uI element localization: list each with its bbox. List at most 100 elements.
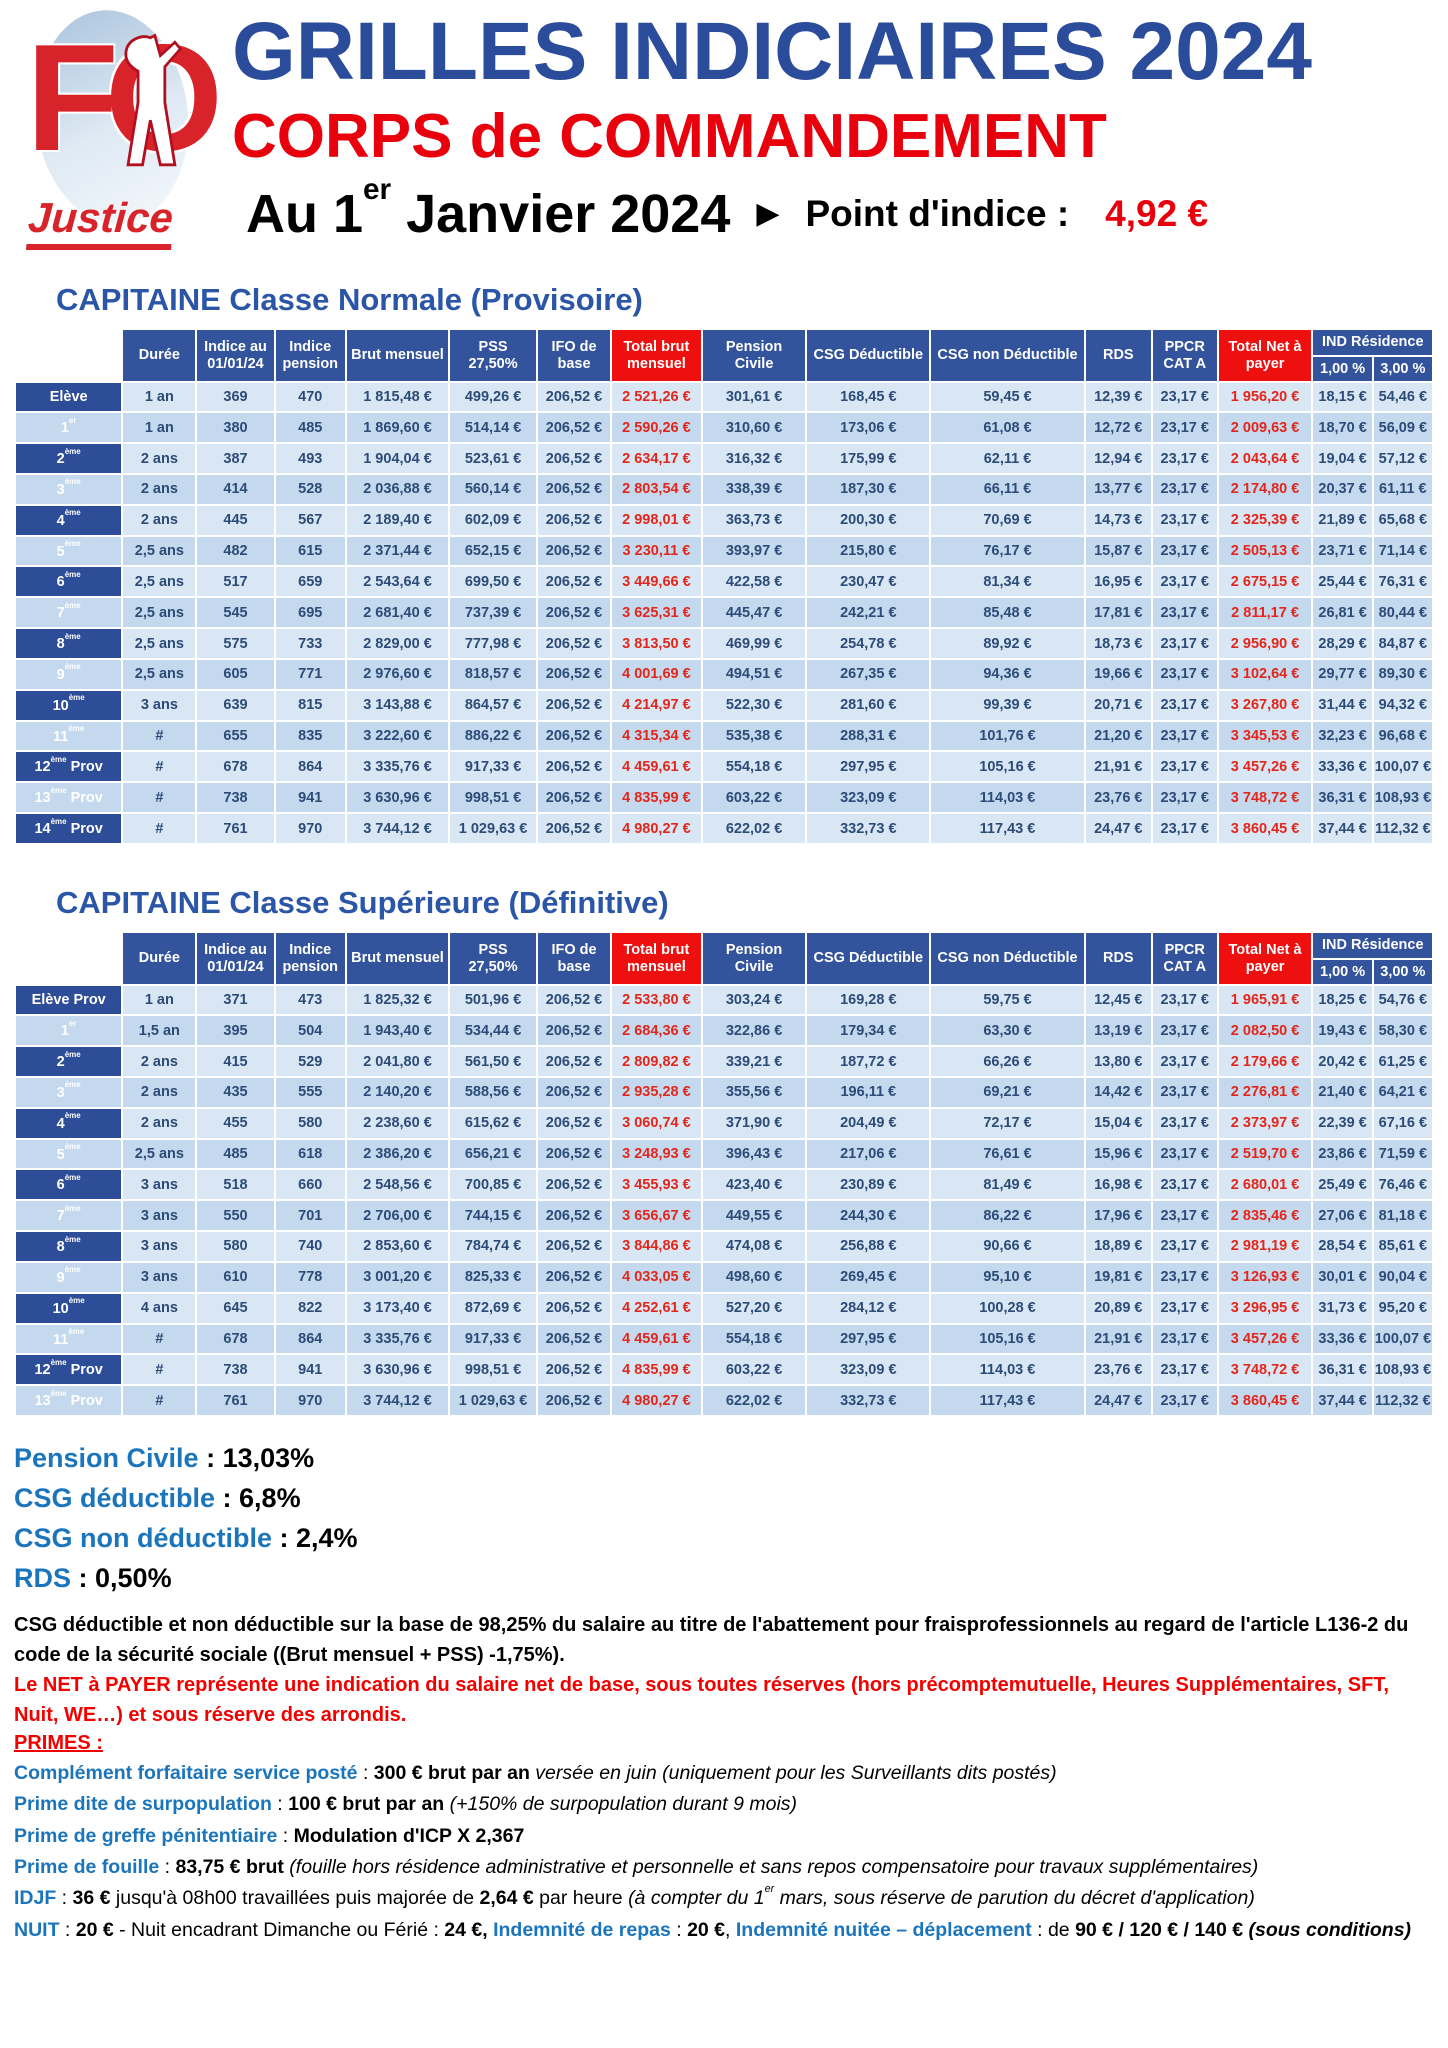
value-cell: 56,09 € bbox=[1373, 413, 1432, 443]
value-cell: 76,46 € bbox=[1373, 1170, 1432, 1200]
value-cell: 2,5 ans bbox=[123, 567, 196, 597]
value-cell: 3 844,86 € bbox=[612, 1232, 701, 1261]
salary-table-classe-superieure: Durée Indice au 01/01/24 Indice pension … bbox=[14, 931, 1434, 1417]
col-header-brut-mensuel: Brut mensuel bbox=[346, 330, 449, 382]
value-cell: 23,17 € bbox=[1152, 1232, 1217, 1261]
value-cell: 3 ans bbox=[123, 1262, 196, 1292]
value-cell: 66,11 € bbox=[931, 475, 1084, 504]
value-cell: 20,89 € bbox=[1085, 1293, 1151, 1323]
value-cell: 369 bbox=[197, 383, 274, 412]
value-cell: 23,17 € bbox=[1152, 690, 1217, 720]
value-cell: 23,17 € bbox=[1152, 1324, 1217, 1354]
value-cell: 395 bbox=[197, 1016, 274, 1046]
value-cell: 23,17 € bbox=[1152, 567, 1217, 597]
value-cell: 4 001,69 € bbox=[612, 659, 701, 689]
value-cell: 14,73 € bbox=[1085, 505, 1151, 535]
value-cell: 23,17 € bbox=[1152, 536, 1217, 566]
col-header-ind-residence: IND Résidence bbox=[1313, 932, 1432, 958]
value-cell: 1 904,04 € bbox=[346, 444, 449, 473]
value-cell: 2,5 ans bbox=[123, 598, 196, 628]
value-cell: 4 459,61 € bbox=[612, 752, 701, 782]
value-cell: 1 815,48 € bbox=[346, 383, 449, 412]
value-cell: 297,95 € bbox=[807, 752, 930, 782]
value-cell: 485 bbox=[275, 413, 345, 443]
col-header-indice-pension: Indice pension bbox=[275, 932, 345, 985]
value-cell: # bbox=[123, 1355, 196, 1385]
value-cell: 545 bbox=[197, 598, 274, 628]
value-cell: 206,52 € bbox=[538, 598, 611, 628]
value-cell: 522,30 € bbox=[702, 690, 806, 720]
value-cell: 284,12 € bbox=[807, 1293, 930, 1323]
value-cell: 2 009,63 € bbox=[1218, 413, 1312, 443]
person-silhouette-icon bbox=[124, 33, 183, 167]
value-cell: 998,51 € bbox=[450, 1355, 536, 1385]
value-cell: 204,49 € bbox=[807, 1108, 930, 1138]
page-title: GRILLES INDICIAIRES 2024 bbox=[232, 6, 1312, 97]
value-cell: 30,01 € bbox=[1313, 1262, 1372, 1292]
value-cell: 12,94 € bbox=[1085, 444, 1151, 473]
value-cell: 267,35 € bbox=[807, 659, 930, 689]
value-cell: 206,52 € bbox=[538, 986, 611, 1015]
value-cell: 445 bbox=[197, 505, 274, 535]
value-cell: 3 345,53 € bbox=[1218, 721, 1312, 751]
value-cell: 59,45 € bbox=[931, 383, 1084, 412]
value-cell: 835 bbox=[275, 721, 345, 751]
table-row: 4ème 2 ans 445 567 2 189,40 €602,09 €206,52 … bbox=[16, 505, 1432, 535]
value-cell: 886,22 € bbox=[450, 721, 536, 751]
value-cell: 2,5 ans bbox=[123, 536, 196, 566]
value-cell: 575 bbox=[197, 629, 274, 658]
value-cell: 580 bbox=[197, 1232, 274, 1261]
value-cell: 474,08 € bbox=[702, 1232, 806, 1261]
value-cell: 33,36 € bbox=[1313, 752, 1372, 782]
value-cell: 2 ans bbox=[123, 1077, 196, 1107]
echelon-cell: Elève bbox=[16, 383, 122, 412]
value-cell: 535,38 € bbox=[702, 721, 806, 751]
value-cell: 66,26 € bbox=[931, 1047, 1084, 1076]
value-cell: 114,03 € bbox=[931, 783, 1084, 813]
value-cell: 396,43 € bbox=[702, 1139, 806, 1169]
table-row: 12ème Prov #678 864 3 335,76 €917,33 €206,5… bbox=[16, 752, 1432, 782]
value-cell: 85,61 € bbox=[1373, 1232, 1432, 1261]
col-header-rds: RDS bbox=[1085, 330, 1151, 382]
table-row: 5ème 2,5 ans 482 615 2 371,44 €652,15 €206,5… bbox=[16, 536, 1432, 566]
value-cell: 71,59 € bbox=[1373, 1139, 1432, 1169]
value-cell: 29,77 € bbox=[1313, 659, 1372, 689]
value-cell: 206,52 € bbox=[538, 1170, 611, 1200]
value-cell: 2 ans bbox=[123, 475, 196, 504]
value-cell: 3 248,93 € bbox=[612, 1139, 701, 1169]
value-cell: 85,48 € bbox=[931, 598, 1084, 628]
value-cell: 2 680,01 € bbox=[1218, 1170, 1312, 1200]
table-row: 13ème Prov #761 970 3 744,12 €1 029,63 €206… bbox=[16, 1386, 1432, 1416]
value-cell: 499,26 € bbox=[450, 383, 536, 412]
value-cell: 269,45 € bbox=[807, 1262, 930, 1292]
value-cell: 23,17 € bbox=[1152, 1262, 1217, 1292]
value-cell: 65,68 € bbox=[1373, 505, 1432, 535]
col-header-total-net: Total Net à payer bbox=[1218, 932, 1312, 985]
col-header-indice-pension: Indice pension bbox=[275, 330, 345, 382]
value-cell: 864 bbox=[275, 1324, 345, 1354]
value-cell: 323,09 € bbox=[807, 783, 930, 813]
value-cell: 695 bbox=[275, 598, 345, 628]
col-header-ifo: IFO de base bbox=[538, 932, 611, 985]
value-cell: 67,16 € bbox=[1373, 1108, 1432, 1138]
value-cell: 61,08 € bbox=[931, 413, 1084, 443]
value-cell: 23,17 € bbox=[1152, 383, 1217, 412]
echelon-cell: 10ème bbox=[16, 1293, 122, 1323]
value-cell: 206,52 € bbox=[538, 1324, 611, 1354]
value-cell: 15,96 € bbox=[1085, 1139, 1151, 1169]
value-cell: 2 811,17 € bbox=[1218, 598, 1312, 628]
table-row: 14ème Prov #761 970 3 744,12 €1 029,63 €206… bbox=[16, 814, 1432, 843]
table-row: 2ème 2 ans 415 529 2 041,80 €561,50 €206,52 … bbox=[16, 1047, 1432, 1076]
value-cell: 76,31 € bbox=[1373, 567, 1432, 597]
value-cell: 917,33 € bbox=[450, 1324, 536, 1354]
value-cell: 206,52 € bbox=[538, 536, 611, 566]
echelon-cell: 4ème bbox=[16, 505, 122, 535]
value-cell: 744,15 € bbox=[450, 1201, 536, 1231]
table-row: 11ème #655 835 3 222,60 €886,22 €206,52 €4 … bbox=[16, 721, 1432, 751]
value-cell: 26,81 € bbox=[1313, 598, 1372, 628]
value-cell: 2 809,82 € bbox=[612, 1047, 701, 1076]
value-cell: 187,30 € bbox=[807, 475, 930, 504]
value-cell: 498,60 € bbox=[702, 1262, 806, 1292]
value-cell: 4 033,05 € bbox=[612, 1262, 701, 1292]
table-row: 1er 1,5 an 395 504 1 943,40 €534,44 €206,52 … bbox=[16, 1016, 1432, 1046]
